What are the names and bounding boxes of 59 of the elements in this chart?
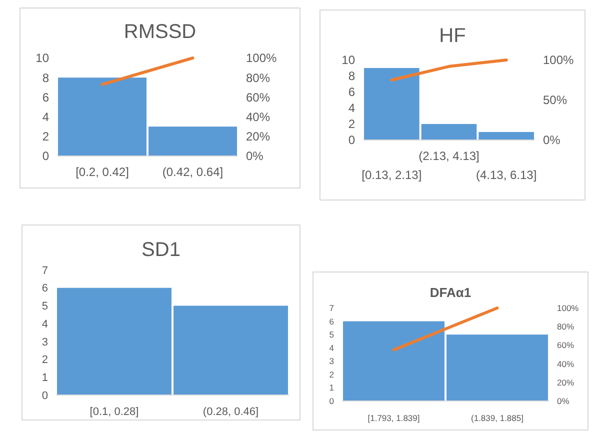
y2-tick-label: 0% [246,149,264,164]
y-tick-label: 6 [42,90,50,104]
y2-tick-label: 100% [543,53,574,68]
y-tick-label: 3 [329,356,334,366]
x-tick-label: (4.13, 6.13] [476,168,537,182]
y2-tick-label: 50% [543,93,568,108]
y-tick-label: 5 [42,300,48,313]
bar [421,124,477,140]
x-tick-label: [1.793, 1.839] [368,413,420,423]
y-tick-label: 5 [329,330,334,340]
y-tick-label: 0 [42,390,48,402]
y-tick-label: 4 [348,101,356,116]
y-tick-label: 4 [42,110,50,124]
y2-tick-label: 100% [246,51,278,66]
y-tick-label: 0 [329,396,334,406]
y-tick-label: 1 [329,382,334,393]
y-tick-label: 0 [348,133,356,148]
y-tick-label: 1 [42,372,48,384]
y-tick-label: 2 [348,117,356,132]
y2-tick-label: 80% [246,70,270,85]
y2-tick-label: 0% [557,396,570,406]
y2-tick-label: 80% [557,322,574,332]
y-tick-label: 4 [329,342,334,353]
x-tick-label: [0.13, 2.13] [362,168,422,182]
y-tick-label: 3 [42,336,48,348]
x-tick-label: (2.13, 4.13] [418,149,480,163]
y-tick-label: 6 [329,316,334,326]
y-tick-label: 8 [348,69,356,84]
chart-title: SD1 [142,239,180,261]
x-tick-label: (1.839, 1.885] [471,413,524,423]
x-tick-label: (0.28, 0.46] [202,406,259,418]
y-tick-label: 8 [42,70,50,85]
x-tick-label: (0.42, 0.64] [162,165,224,179]
y-tick-label: 7 [329,302,334,313]
chart-title: DFAα1 [430,285,472,300]
y-tick-label: 7 [42,264,48,277]
y2-tick-label: 60% [246,90,270,104]
y-tick-label: 10 [36,51,50,66]
y2-tick-label: 0% [543,133,561,148]
x-tick-label: [0.2, 0.42] [76,165,129,179]
y-tick-label: 10 [342,53,356,68]
y2-tick-label: 40% [246,110,270,124]
y2-tick-label: 40% [557,358,574,369]
x-tick-label: [0.1, 0.28] [90,406,139,418]
y-tick-label: 6 [348,85,356,100]
y-tick-label: 2 [42,130,50,144]
y-tick-label: 6 [42,282,48,295]
bar [478,132,534,140]
y-tick-label: 4 [42,318,48,330]
y2-tick-label: 20% [557,377,574,388]
y2-tick-label: 60% [557,340,574,350]
y-tick-label: 0 [42,149,50,164]
y-tick-label: 2 [42,354,48,366]
y-tick-label: 2 [329,369,334,380]
bar [364,68,420,140]
y2-tick-label: 20% [246,130,270,144]
y2-tick-label: 100% [557,302,580,313]
chart-title: HF [439,25,466,47]
chart-title: RMSSD [124,21,196,43]
